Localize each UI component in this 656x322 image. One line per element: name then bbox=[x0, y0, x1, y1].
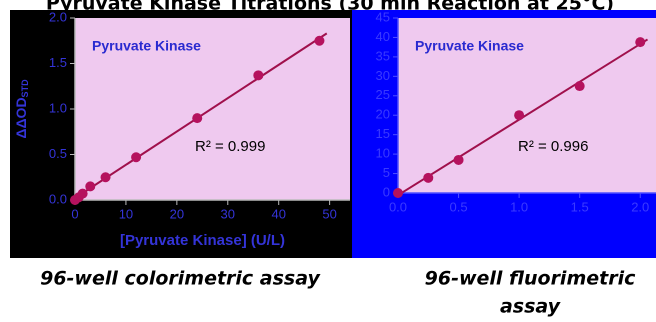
y-tick-label: 40 bbox=[376, 29, 390, 44]
x-tick-label: 1.5 bbox=[571, 199, 589, 214]
x-tick-label: 20 bbox=[170, 206, 184, 221]
x-tick-label: 0.0 bbox=[389, 199, 407, 214]
y-tick-label: 15 bbox=[376, 126, 390, 141]
x-axis-title: [Pyruvate Kinase] (U/L) bbox=[120, 232, 285, 249]
y-tick-label: 35 bbox=[376, 48, 390, 63]
caption: assay bbox=[500, 296, 562, 318]
data-point bbox=[85, 181, 96, 192]
data-point bbox=[253, 70, 264, 81]
x-tick-label: 2.0 bbox=[631, 199, 649, 214]
y-tick-label: 0.0 bbox=[49, 191, 67, 206]
y-axis-title-main: ΔΔOD bbox=[13, 97, 29, 138]
y-tick-label: 20 bbox=[376, 107, 390, 122]
y-tick-label: 5 bbox=[383, 165, 390, 180]
x-tick-label: 1.0 bbox=[510, 199, 528, 214]
data-point bbox=[77, 188, 88, 199]
r-squared: R² = 0.996 bbox=[518, 138, 588, 155]
x-tick-label: 40 bbox=[271, 206, 285, 221]
data-point bbox=[574, 81, 585, 92]
data-point bbox=[393, 188, 403, 198]
plot-area bbox=[398, 18, 656, 193]
y-axis-title-sub: STD bbox=[20, 79, 30, 98]
y-tick-label: 1.0 bbox=[49, 100, 67, 115]
y-tick-label: 0.5 bbox=[49, 146, 67, 161]
data-point bbox=[453, 154, 464, 165]
y-tick-label: 45 bbox=[376, 9, 390, 24]
x-tick-label: 0 bbox=[71, 206, 78, 221]
y-tick-label: 1.5 bbox=[49, 55, 67, 70]
annotation: Pyruvate Kinase bbox=[92, 38, 201, 54]
data-point bbox=[423, 172, 434, 183]
y-axis-title: ΔΔODSTD bbox=[13, 79, 31, 139]
y-tick-label: 10 bbox=[376, 146, 390, 161]
caption: 96-well fluorimetric bbox=[425, 268, 636, 290]
x-tick-label: 10 bbox=[119, 206, 133, 221]
caption: 96-well colorimetric assay bbox=[40, 268, 321, 290]
annotation: Pyruvate Kinase bbox=[415, 38, 524, 54]
data-point bbox=[192, 113, 203, 124]
data-point bbox=[314, 35, 325, 46]
data-point bbox=[635, 37, 646, 48]
y-tick-label: 2.0 bbox=[49, 9, 67, 24]
x-tick-label: 50 bbox=[322, 206, 336, 221]
r-squared: R² = 0.999 bbox=[195, 138, 265, 155]
y-tick-label: 30 bbox=[376, 68, 390, 83]
data-point bbox=[100, 172, 111, 183]
x-tick-label: 0.5 bbox=[450, 199, 468, 214]
x-tick-label: 30 bbox=[221, 206, 235, 221]
y-tick-label: 0 bbox=[383, 184, 390, 199]
y-tick-label: 25 bbox=[376, 87, 390, 102]
data-point bbox=[514, 110, 525, 121]
data-point bbox=[131, 152, 142, 163]
